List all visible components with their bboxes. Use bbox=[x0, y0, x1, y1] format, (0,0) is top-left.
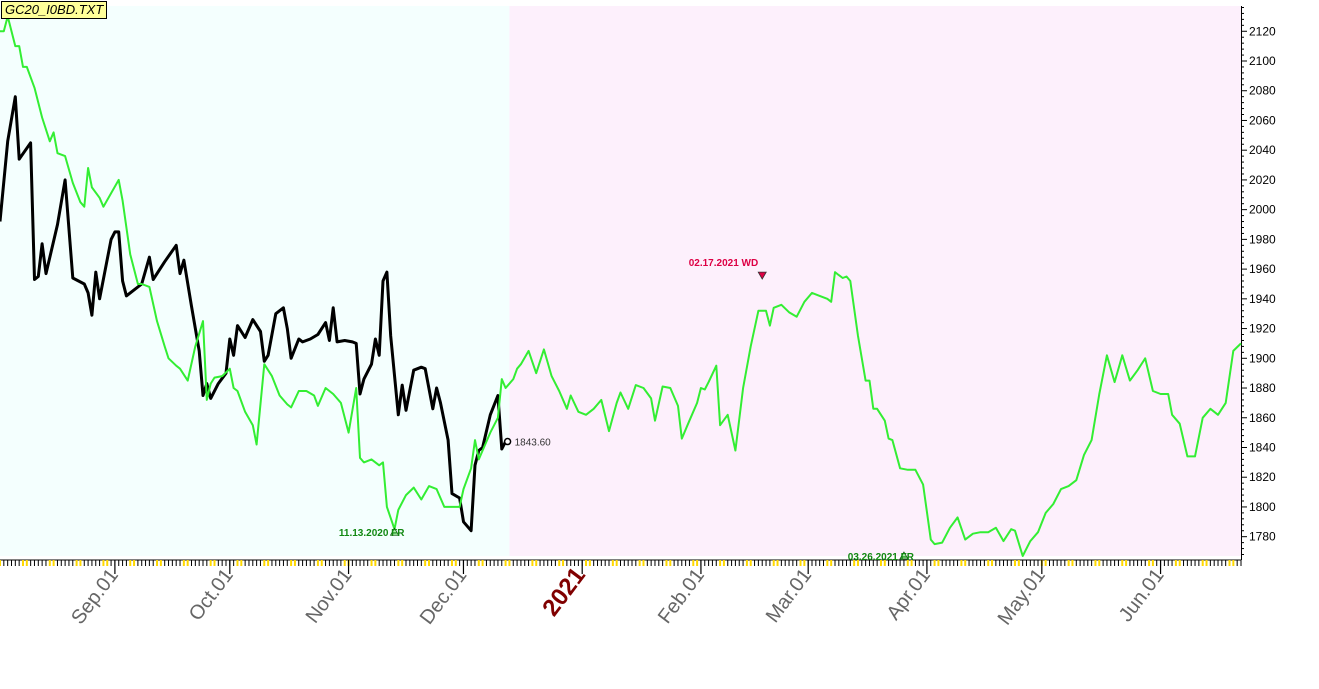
y-tick-label: 1980 bbox=[1249, 232, 1276, 246]
x-year-label: 2021 bbox=[537, 562, 591, 621]
y-tick-label: 1900 bbox=[1249, 351, 1276, 365]
x-month-label: Apr.01 bbox=[883, 565, 935, 624]
y-tick-label: 1880 bbox=[1249, 381, 1276, 395]
x-month-label: Sep.01 bbox=[67, 565, 123, 629]
y-tick-label: 1860 bbox=[1249, 411, 1276, 425]
annotation-low-marker bbox=[899, 551, 909, 560]
x-month-label: May.01 bbox=[994, 565, 1050, 629]
last-value-label: 1843.60 bbox=[515, 438, 552, 449]
x-month-label: Dec.01 bbox=[416, 565, 472, 629]
y-tick-label: 2100 bbox=[1249, 54, 1276, 68]
y-tick-label: 1920 bbox=[1249, 322, 1276, 336]
y-tick-label: 1940 bbox=[1249, 292, 1276, 306]
annotation-low-marker bbox=[389, 527, 400, 536]
y-tick-label: 2120 bbox=[1249, 24, 1276, 38]
y-tick-label: 2080 bbox=[1249, 84, 1276, 98]
annotation-high-marker bbox=[757, 271, 767, 280]
annotation-high-label: 02.17.2021 WD bbox=[689, 258, 759, 269]
series-actual-line bbox=[0, 95, 507, 533]
y-tick-label: 2020 bbox=[1249, 173, 1276, 187]
x-month-label: Oct.01 bbox=[185, 565, 238, 625]
x-month-label: Jun.01 bbox=[1115, 565, 1169, 626]
x-month-label: Nov.01 bbox=[302, 565, 357, 628]
y-tick-label: 1820 bbox=[1249, 470, 1276, 484]
y-tick-label: 1960 bbox=[1249, 262, 1276, 276]
series-forecast-line bbox=[0, 15, 1242, 557]
region-future bbox=[509, 6, 1241, 556]
annotation-low-label: 11.13.2020 FR bbox=[339, 528, 405, 539]
file-label: GC20_I0BD.TXT bbox=[1, 1, 108, 19]
x-month-label: Feb.01 bbox=[654, 565, 709, 628]
y-tick-label: 2040 bbox=[1249, 143, 1276, 157]
y-tick-label: 1800 bbox=[1249, 500, 1276, 514]
last-value-marker bbox=[503, 437, 512, 446]
x-month-label: Mar.01 bbox=[762, 565, 816, 627]
y-tick-label: 1780 bbox=[1249, 530, 1276, 544]
region-past bbox=[0, 6, 510, 556]
y-tick-label: 1840 bbox=[1249, 440, 1276, 454]
y-tick-label: 2000 bbox=[1249, 203, 1276, 217]
annotation-low-label: 03.26.2021 FR bbox=[848, 552, 915, 563]
y-tick-label: 2060 bbox=[1249, 113, 1276, 127]
